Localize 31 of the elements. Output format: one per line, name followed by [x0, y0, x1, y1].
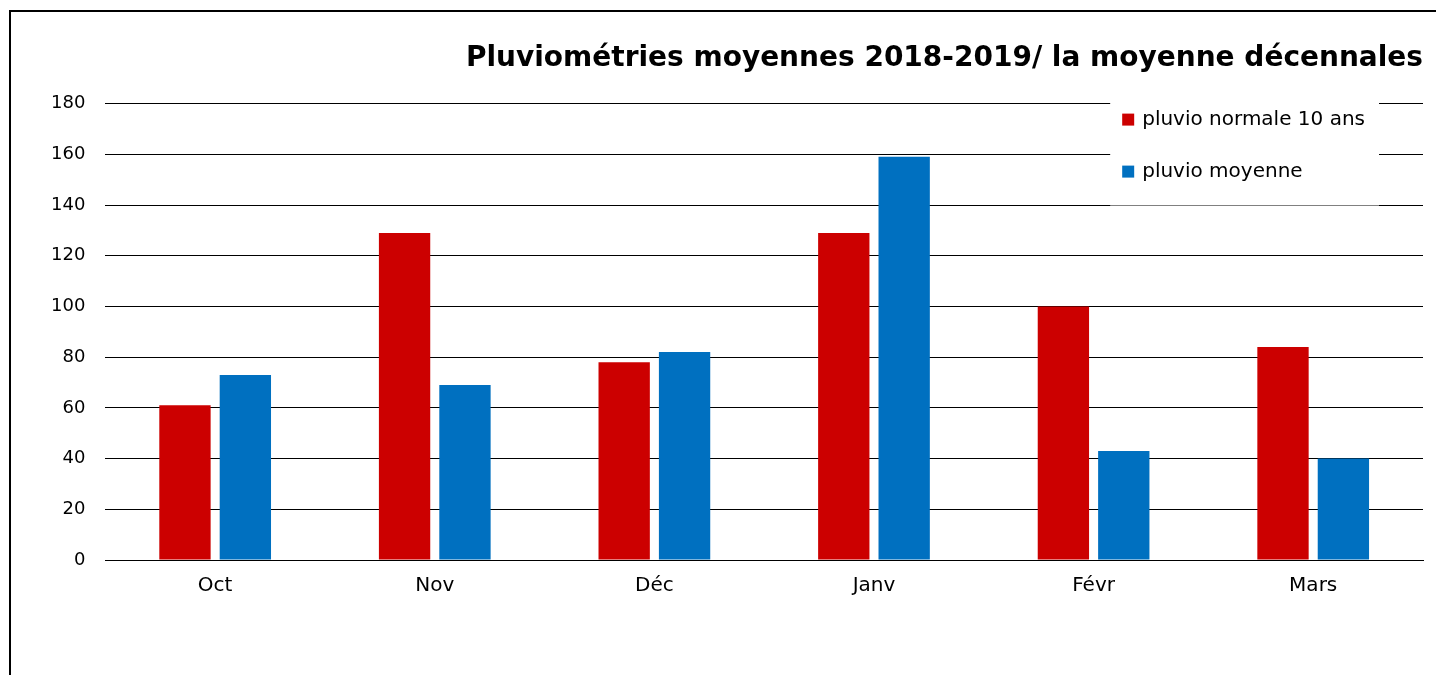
chart-title: Pluviométries moyennes 2018-2019/ la moyenne décennales — [465, 40, 1423, 74]
x-tick-label: Déc — [635, 572, 674, 597]
y-tick-label: 180 — [51, 91, 86, 113]
legend-label: pluvio normale 10 ans — [1142, 105, 1365, 130]
y-tick-label: 160 — [51, 141, 86, 163]
y-tick-label: 80 — [62, 344, 86, 366]
y-tick-label: 20 — [62, 496, 86, 518]
bar — [439, 385, 491, 560]
y-tick-label: 100 — [51, 294, 86, 316]
x-tick-label: Mars — [1289, 572, 1338, 597]
x-tick-label: Févr — [1072, 572, 1116, 597]
bar — [818, 232, 870, 560]
bar — [658, 352, 711, 560]
x-tick-label: Janv — [850, 572, 896, 597]
bar — [1257, 347, 1309, 560]
y-tick-label: 0 — [73, 547, 86, 569]
y-tick-label: 40 — [62, 446, 86, 468]
bar — [1098, 450, 1150, 560]
legend-label: pluvio moyenne — [1142, 157, 1303, 182]
y-tick-label: 60 — [62, 395, 86, 417]
bar — [378, 232, 431, 560]
x-tick-label: Nov — [415, 572, 455, 597]
bar — [159, 405, 211, 560]
y-tick-label: 140 — [51, 192, 86, 214]
y-tick-label: 120 — [51, 243, 86, 265]
bar — [1317, 458, 1370, 560]
bar — [598, 362, 650, 560]
bar — [219, 374, 272, 560]
bar — [878, 156, 930, 560]
x-tick-label: Oct — [197, 572, 233, 597]
bar — [1037, 306, 1090, 560]
